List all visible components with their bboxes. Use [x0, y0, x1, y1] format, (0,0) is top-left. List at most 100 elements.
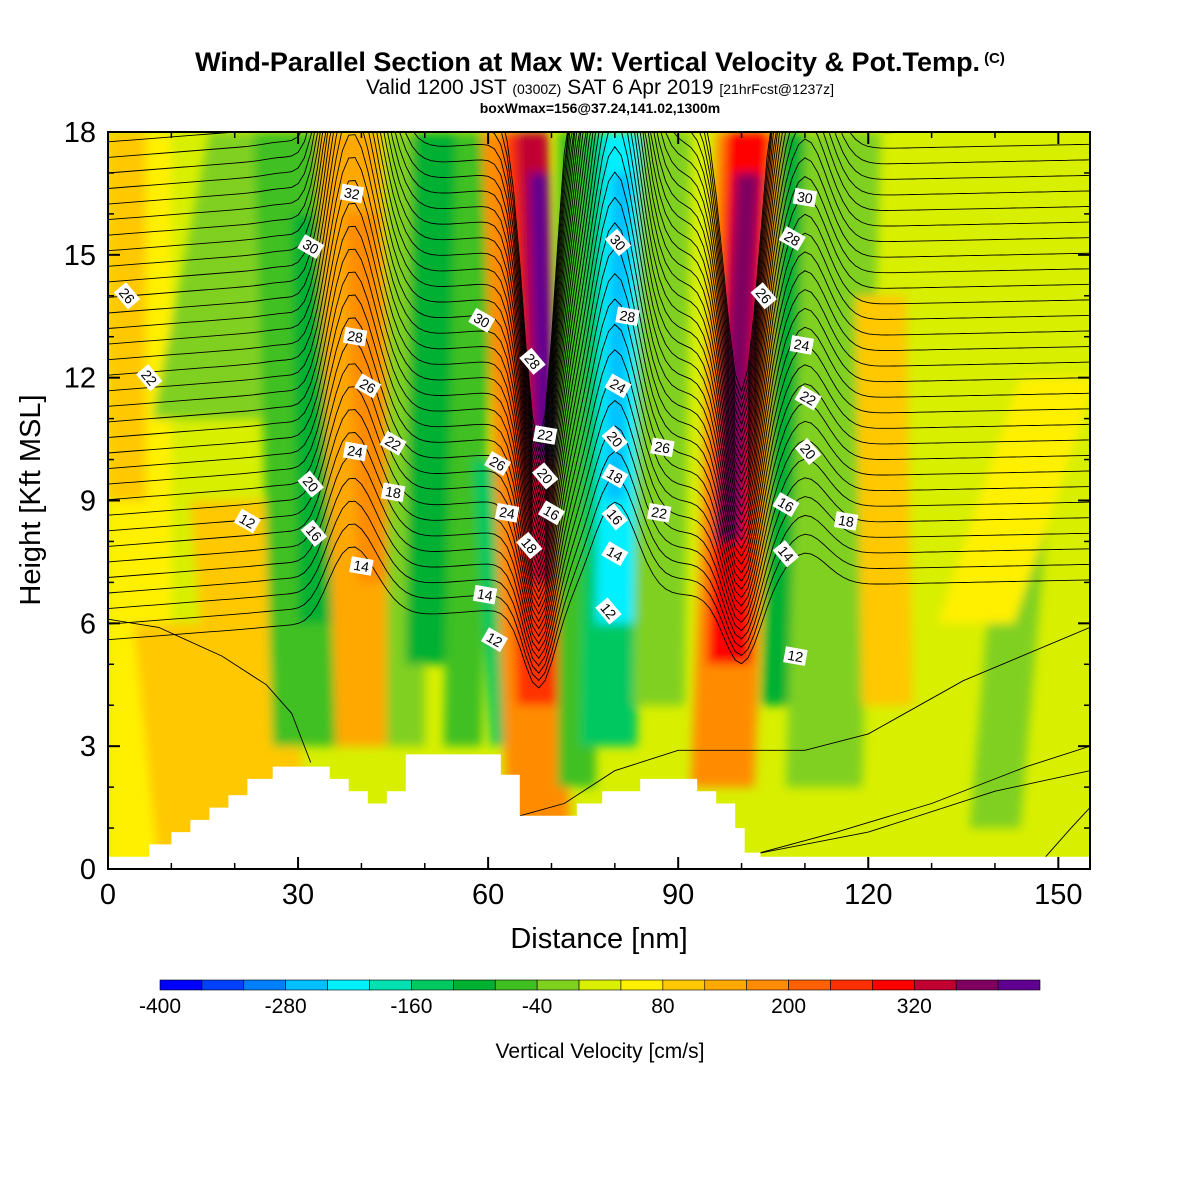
- valid-date: SAT 6 Apr 2019: [567, 76, 714, 99]
- isentrope-label-box: [601, 541, 629, 567]
- isentrope-line: [108, 171, 1090, 593]
- colorbar-swatch: [201, 979, 245, 991]
- isentrope-line: [108, 425, 1090, 667]
- isentrope-label-text: 24: [607, 375, 629, 397]
- isentrope-line: [1045, 807, 1090, 857]
- isentrope-label-text: 16: [775, 494, 797, 516]
- isentrope-line: [108, 132, 1090, 549]
- valid-prefix: Valid 1200 JST: [366, 76, 507, 99]
- isentrope-label-box: [468, 307, 496, 333]
- colorbar-swatch: [494, 979, 538, 991]
- colorbar-swatch: [536, 979, 580, 991]
- isentrope-label-box: [354, 373, 382, 399]
- isentrope-label-box: [342, 441, 368, 462]
- isentrope-label: 18: [601, 463, 629, 489]
- isentrope-line: [108, 349, 1090, 645]
- isentrope-label-box: [601, 503, 628, 531]
- colorbar-swatch: [704, 979, 747, 991]
- chart-title: Wind-Parallel Section at Max W: Vertical…: [0, 44, 1200, 77]
- y-tick-label: 12: [64, 363, 96, 395]
- isentrope-label-box: [349, 556, 374, 576]
- field-bands: [108, 132, 1090, 869]
- isentrope-line: [108, 501, 1090, 689]
- valid-utc: (0300Z): [512, 81, 562, 97]
- isentrope-label-text: 26: [487, 453, 509, 475]
- colorbar-swatch: [913, 979, 957, 991]
- velocity-band: [605, 172, 631, 501]
- isentrope-label: 12: [233, 508, 261, 534]
- isentrope-label: 16: [300, 519, 328, 547]
- isentrope-label-box: [615, 306, 640, 327]
- isentrope-label-text: 22: [797, 387, 819, 409]
- isentrope-label-text: 24: [346, 442, 364, 460]
- isentrope-label-box: [339, 183, 365, 204]
- isentrope-line: [108, 132, 773, 459]
- colorbar-label: Vertical Velocity [cm/s]: [496, 1040, 705, 1063]
- colorbar-swatch: [411, 979, 454, 991]
- isentrope-label: 26: [354, 373, 382, 399]
- isentrope-line: [108, 374, 1090, 652]
- isentrope-label-box: [601, 425, 628, 453]
- isentrope-label-box: [595, 597, 622, 625]
- isentrope-label-text: 28: [346, 327, 364, 345]
- isentrope-label-box: [601, 463, 629, 489]
- isentrope-line: [108, 400, 1090, 660]
- colorbar-swatch: [955, 979, 999, 991]
- isentrope-line: [108, 298, 1090, 630]
- x-tick-label: 30: [282, 879, 314, 911]
- isentrope-label: 24: [494, 503, 520, 523]
- isentrope-label-box: [484, 451, 512, 477]
- isentrope-line: [108, 132, 1090, 571]
- isentrope-label: 30: [792, 187, 818, 208]
- isentrope-label-text: 22: [650, 504, 668, 522]
- isentrope-line: [108, 132, 1090, 498]
- isentrope-line: [108, 145, 1090, 586]
- isentrope-line: [108, 476, 1090, 682]
- isentrope-label-box: [604, 373, 632, 399]
- isentrope-label: 12: [783, 646, 808, 666]
- isentrope-line: [108, 323, 1090, 638]
- isentrope-label: 22: [532, 425, 558, 445]
- isentrope-labels: 32 30 26 28 26 22 24 22 20 18 12 16 14 30 28 22 26 20 24 16…: [113, 183, 859, 666]
- isentrope-label: 26: [750, 282, 777, 310]
- chart-title-text: Wind-Parallel Section at Max W: Vertical…: [195, 47, 981, 77]
- velocity-field: [108, 132, 1090, 869]
- isentrope-label: 18: [516, 531, 543, 560]
- colorbar-swatch: [872, 979, 915, 991]
- colorbar-tick-label: -400: [139, 995, 181, 1018]
- x-tick-label: 120: [844, 879, 892, 911]
- isentrope-label-box: [778, 226, 806, 251]
- isentrope-label-box: [537, 500, 566, 526]
- isentrope-line: [519, 626, 1090, 817]
- colorbar-swatch: [830, 979, 873, 991]
- x-tick-label: 150: [1034, 879, 1082, 911]
- isentrope-label-text: 14: [352, 557, 370, 575]
- velocity-band: [937, 377, 1090, 624]
- forecast-info: [21hrFcst@1237z]: [719, 81, 834, 97]
- isentrope-label-box: [794, 385, 822, 411]
- isentrope-line: [108, 132, 775, 467]
- valid-time-line: Valid 1200 JST (0300Z) SAT 6 Apr 2019 [2…: [0, 77, 1200, 100]
- isentrope-label-text: 26: [653, 438, 671, 456]
- velocity-band: [633, 132, 691, 706]
- isentrope-label-box: [300, 519, 328, 547]
- colorbar-swatch: [578, 979, 622, 991]
- isentrope-label: 16: [772, 492, 800, 518]
- colorbar-swatch: [453, 979, 496, 991]
- isentrope-label-box: [297, 234, 325, 260]
- terrain-mask: [108, 754, 1090, 869]
- isentrope-label: 28: [342, 326, 368, 347]
- colorbar-swatch: [243, 979, 287, 991]
- isentrope-label: 28: [615, 306, 640, 327]
- isentrope-label: 24: [789, 335, 814, 355]
- isentrope-label-text: 30: [300, 236, 322, 258]
- isentrope-label: 26: [650, 437, 675, 458]
- colorbar-tick-label: 80: [651, 995, 674, 1018]
- isentrope-line: [108, 132, 1090, 490]
- colorbar-swatch: [620, 979, 664, 991]
- isentrope-label: 20: [297, 470, 324, 498]
- isentrope-label-box: [136, 364, 163, 392]
- y-tick-label: 3: [80, 731, 96, 763]
- isentrope-label: 12: [480, 627, 509, 653]
- isentrope-label: 18: [833, 511, 859, 531]
